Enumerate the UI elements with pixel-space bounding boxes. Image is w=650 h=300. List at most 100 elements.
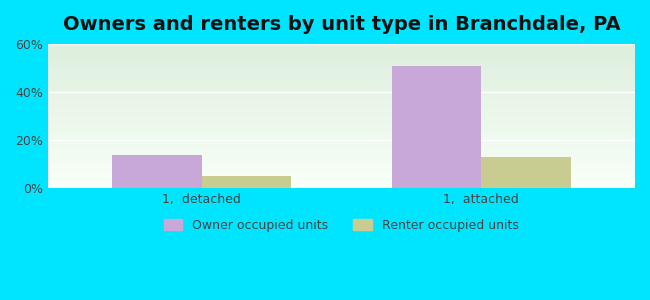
Bar — [47, 84, 635, 86]
Bar — [47, 68, 635, 70]
Bar — [47, 113, 635, 115]
Bar — [47, 86, 635, 87]
Bar — [47, 63, 635, 64]
Bar — [47, 77, 635, 79]
Bar — [47, 106, 635, 107]
Bar — [47, 121, 635, 122]
Bar — [47, 107, 635, 109]
Bar — [47, 115, 635, 116]
Bar — [47, 152, 635, 154]
Bar — [47, 162, 635, 164]
Bar — [47, 110, 635, 112]
Bar — [47, 66, 635, 67]
Bar — [47, 47, 635, 48]
Bar — [47, 87, 635, 89]
Bar — [47, 100, 635, 102]
Bar — [47, 178, 635, 180]
Bar — [47, 70, 635, 71]
Bar — [47, 83, 635, 84]
Bar — [47, 135, 635, 136]
Bar — [47, 94, 635, 96]
Bar — [47, 134, 635, 135]
Bar — [47, 141, 635, 142]
Bar — [47, 112, 635, 113]
Bar — [47, 161, 635, 162]
Bar — [47, 158, 635, 160]
Title: Owners and renters by unit type in Branchdale, PA: Owners and renters by unit type in Branc… — [62, 15, 620, 34]
Bar — [47, 98, 635, 99]
Bar — [47, 50, 635, 51]
Bar — [47, 102, 635, 103]
Bar — [47, 52, 635, 54]
Bar — [47, 160, 635, 161]
Bar — [47, 138, 635, 139]
Bar — [47, 177, 635, 178]
Bar — [47, 167, 635, 168]
Bar — [47, 142, 635, 144]
Bar — [47, 149, 635, 151]
Bar — [47, 180, 635, 181]
Bar — [47, 118, 635, 119]
Bar — [112, 155, 202, 188]
Bar — [47, 90, 635, 92]
Bar — [47, 170, 635, 171]
Bar — [47, 93, 635, 94]
Bar — [47, 103, 635, 105]
Bar — [481, 157, 571, 188]
Bar — [47, 71, 635, 73]
Bar — [47, 157, 635, 158]
Bar — [47, 125, 635, 126]
Bar — [47, 186, 635, 187]
Bar — [47, 155, 635, 157]
Bar — [47, 123, 635, 125]
Bar — [47, 67, 635, 68]
Bar — [47, 148, 635, 149]
Bar — [47, 82, 635, 83]
Bar — [47, 146, 635, 148]
Bar — [47, 151, 635, 152]
Bar — [47, 144, 635, 145]
Bar — [47, 56, 635, 57]
Bar — [47, 74, 635, 76]
Bar — [47, 45, 635, 47]
Bar — [47, 57, 635, 58]
Bar — [47, 122, 635, 123]
Bar — [202, 176, 291, 188]
Bar — [47, 61, 635, 63]
Bar — [47, 96, 635, 98]
Bar — [47, 73, 635, 74]
Bar — [47, 109, 635, 110]
Bar — [47, 44, 635, 45]
Bar — [47, 116, 635, 118]
Bar — [47, 172, 635, 174]
Bar — [47, 181, 635, 183]
Bar — [47, 168, 635, 170]
Bar — [47, 184, 635, 186]
Bar — [47, 64, 635, 66]
Bar — [47, 51, 635, 52]
Bar — [47, 54, 635, 56]
Bar — [47, 105, 635, 106]
Bar — [47, 183, 635, 184]
Bar — [47, 58, 635, 60]
Bar — [47, 187, 635, 188]
Bar — [47, 92, 635, 93]
Bar — [47, 154, 635, 155]
Bar — [47, 129, 635, 130]
Bar — [47, 79, 635, 80]
Bar — [47, 99, 635, 100]
Bar — [392, 66, 481, 188]
Bar — [47, 176, 635, 177]
Bar — [47, 171, 635, 172]
Bar — [47, 165, 635, 167]
Bar — [47, 145, 635, 146]
Bar — [47, 76, 635, 77]
Bar — [47, 136, 635, 138]
Legend: Owner occupied units, Renter occupied units: Owner occupied units, Renter occupied un… — [159, 214, 524, 237]
Bar — [47, 174, 635, 176]
Bar — [47, 130, 635, 132]
Bar — [47, 119, 635, 121]
Bar — [47, 164, 635, 165]
Bar — [47, 128, 635, 129]
Bar — [47, 139, 635, 141]
